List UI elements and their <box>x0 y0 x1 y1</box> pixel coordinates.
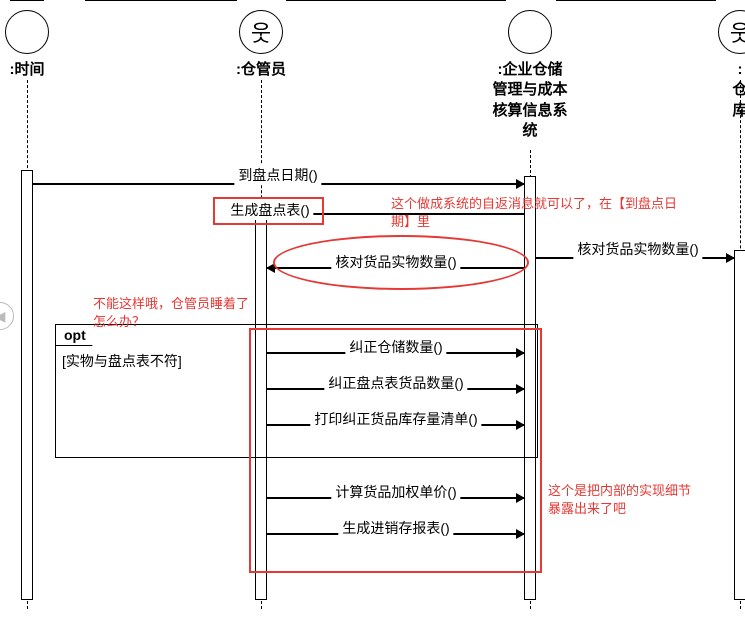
activation-time <box>21 170 33 600</box>
annotation-text-3: 这个是把内部的实现细节 暴露出来了吧 <box>548 482 728 517</box>
actor-keeper-icon: 웃 <box>251 23 271 45</box>
lifeline-label-keeper: :仓管员 <box>236 60 286 80</box>
msg-label-m1: 到盘点日期() <box>234 165 321 185</box>
annotation-box-1 <box>213 197 324 225</box>
frame-edge <box>556 0 716 1</box>
scroll-left-button[interactable]: ◀ <box>0 302 14 330</box>
lifeline-label-time: :时间 <box>10 60 45 80</box>
annotation-text-2: 不能这样哦，仓管员睡着了 怎么办？ <box>93 295 273 330</box>
lifeline-label-warehouse: :仓库 <box>733 60 745 121</box>
msg-label-m3: 核对货品实物数量() <box>573 239 702 259</box>
annotation-text-1: 这个做成系统的自返消息就可以了，在【到盘点日 期】里 <box>391 195 711 230</box>
annotation-ellipse <box>273 235 529 290</box>
actor-warehouse-icon: 웃 <box>730 23 745 45</box>
lifeline-label-system: :企业仓储 管理与成本 核算信息系 统 <box>492 60 567 141</box>
actor-system-head <box>508 10 552 54</box>
actor-time-head <box>5 10 49 54</box>
frame-edge <box>85 0 237 1</box>
activation-warehouse <box>734 250 745 600</box>
frame-edge <box>286 0 506 1</box>
sequence-diagram: ◀ 웃 웃 :时间 :仓管员 :企业仓储 管理与成本 核算信息系 统 :仓库 o… <box>0 0 745 619</box>
frame-edge <box>10 0 44 1</box>
annotation-box-2 <box>249 328 542 573</box>
opt-guard: [实物与盘点表不符] <box>62 351 182 371</box>
